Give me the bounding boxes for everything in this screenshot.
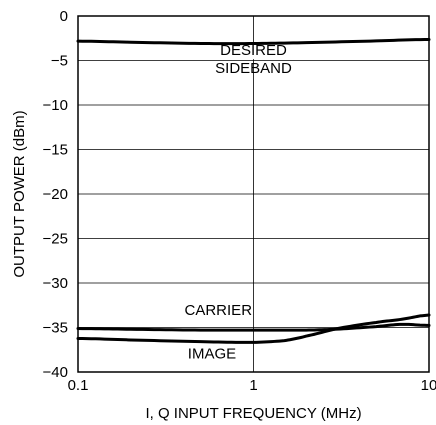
annotation-backing	[209, 43, 298, 60]
x-axis-title: I, Q INPUT FREQUENCY (MHz)	[145, 405, 361, 422]
y-tick-label: −30	[43, 275, 68, 292]
annotation-label: DESIRED	[220, 42, 287, 59]
y-tick-label: −20	[43, 186, 68, 203]
x-tick-label: 0.1	[68, 377, 89, 394]
annotation-label: SIDEBAND	[215, 60, 292, 77]
series-line-image	[76, 313, 431, 344]
x-tick-label: 10	[421, 377, 436, 394]
y-tick-label: −15	[43, 142, 68, 159]
series-line-desired-sideband	[76, 37, 431, 46]
plot-frame	[77, 15, 430, 373]
y-tick-label: −10	[43, 97, 68, 114]
y-tick-label: 0	[60, 8, 68, 25]
series-line-carrier	[76, 322, 431, 332]
annotation-label: IMAGE	[188, 346, 236, 363]
y-axis-title: OUTPUT POWER (dBm)	[11, 110, 28, 277]
annotation-label: CARRIER	[185, 302, 253, 319]
y-tick-label: −35	[43, 320, 68, 337]
y-tick-label: −25	[43, 231, 68, 248]
y-tick-label: −5	[51, 53, 68, 70]
x-tick-label: 1	[249, 377, 257, 394]
y-tick-label: −40	[43, 364, 68, 381]
